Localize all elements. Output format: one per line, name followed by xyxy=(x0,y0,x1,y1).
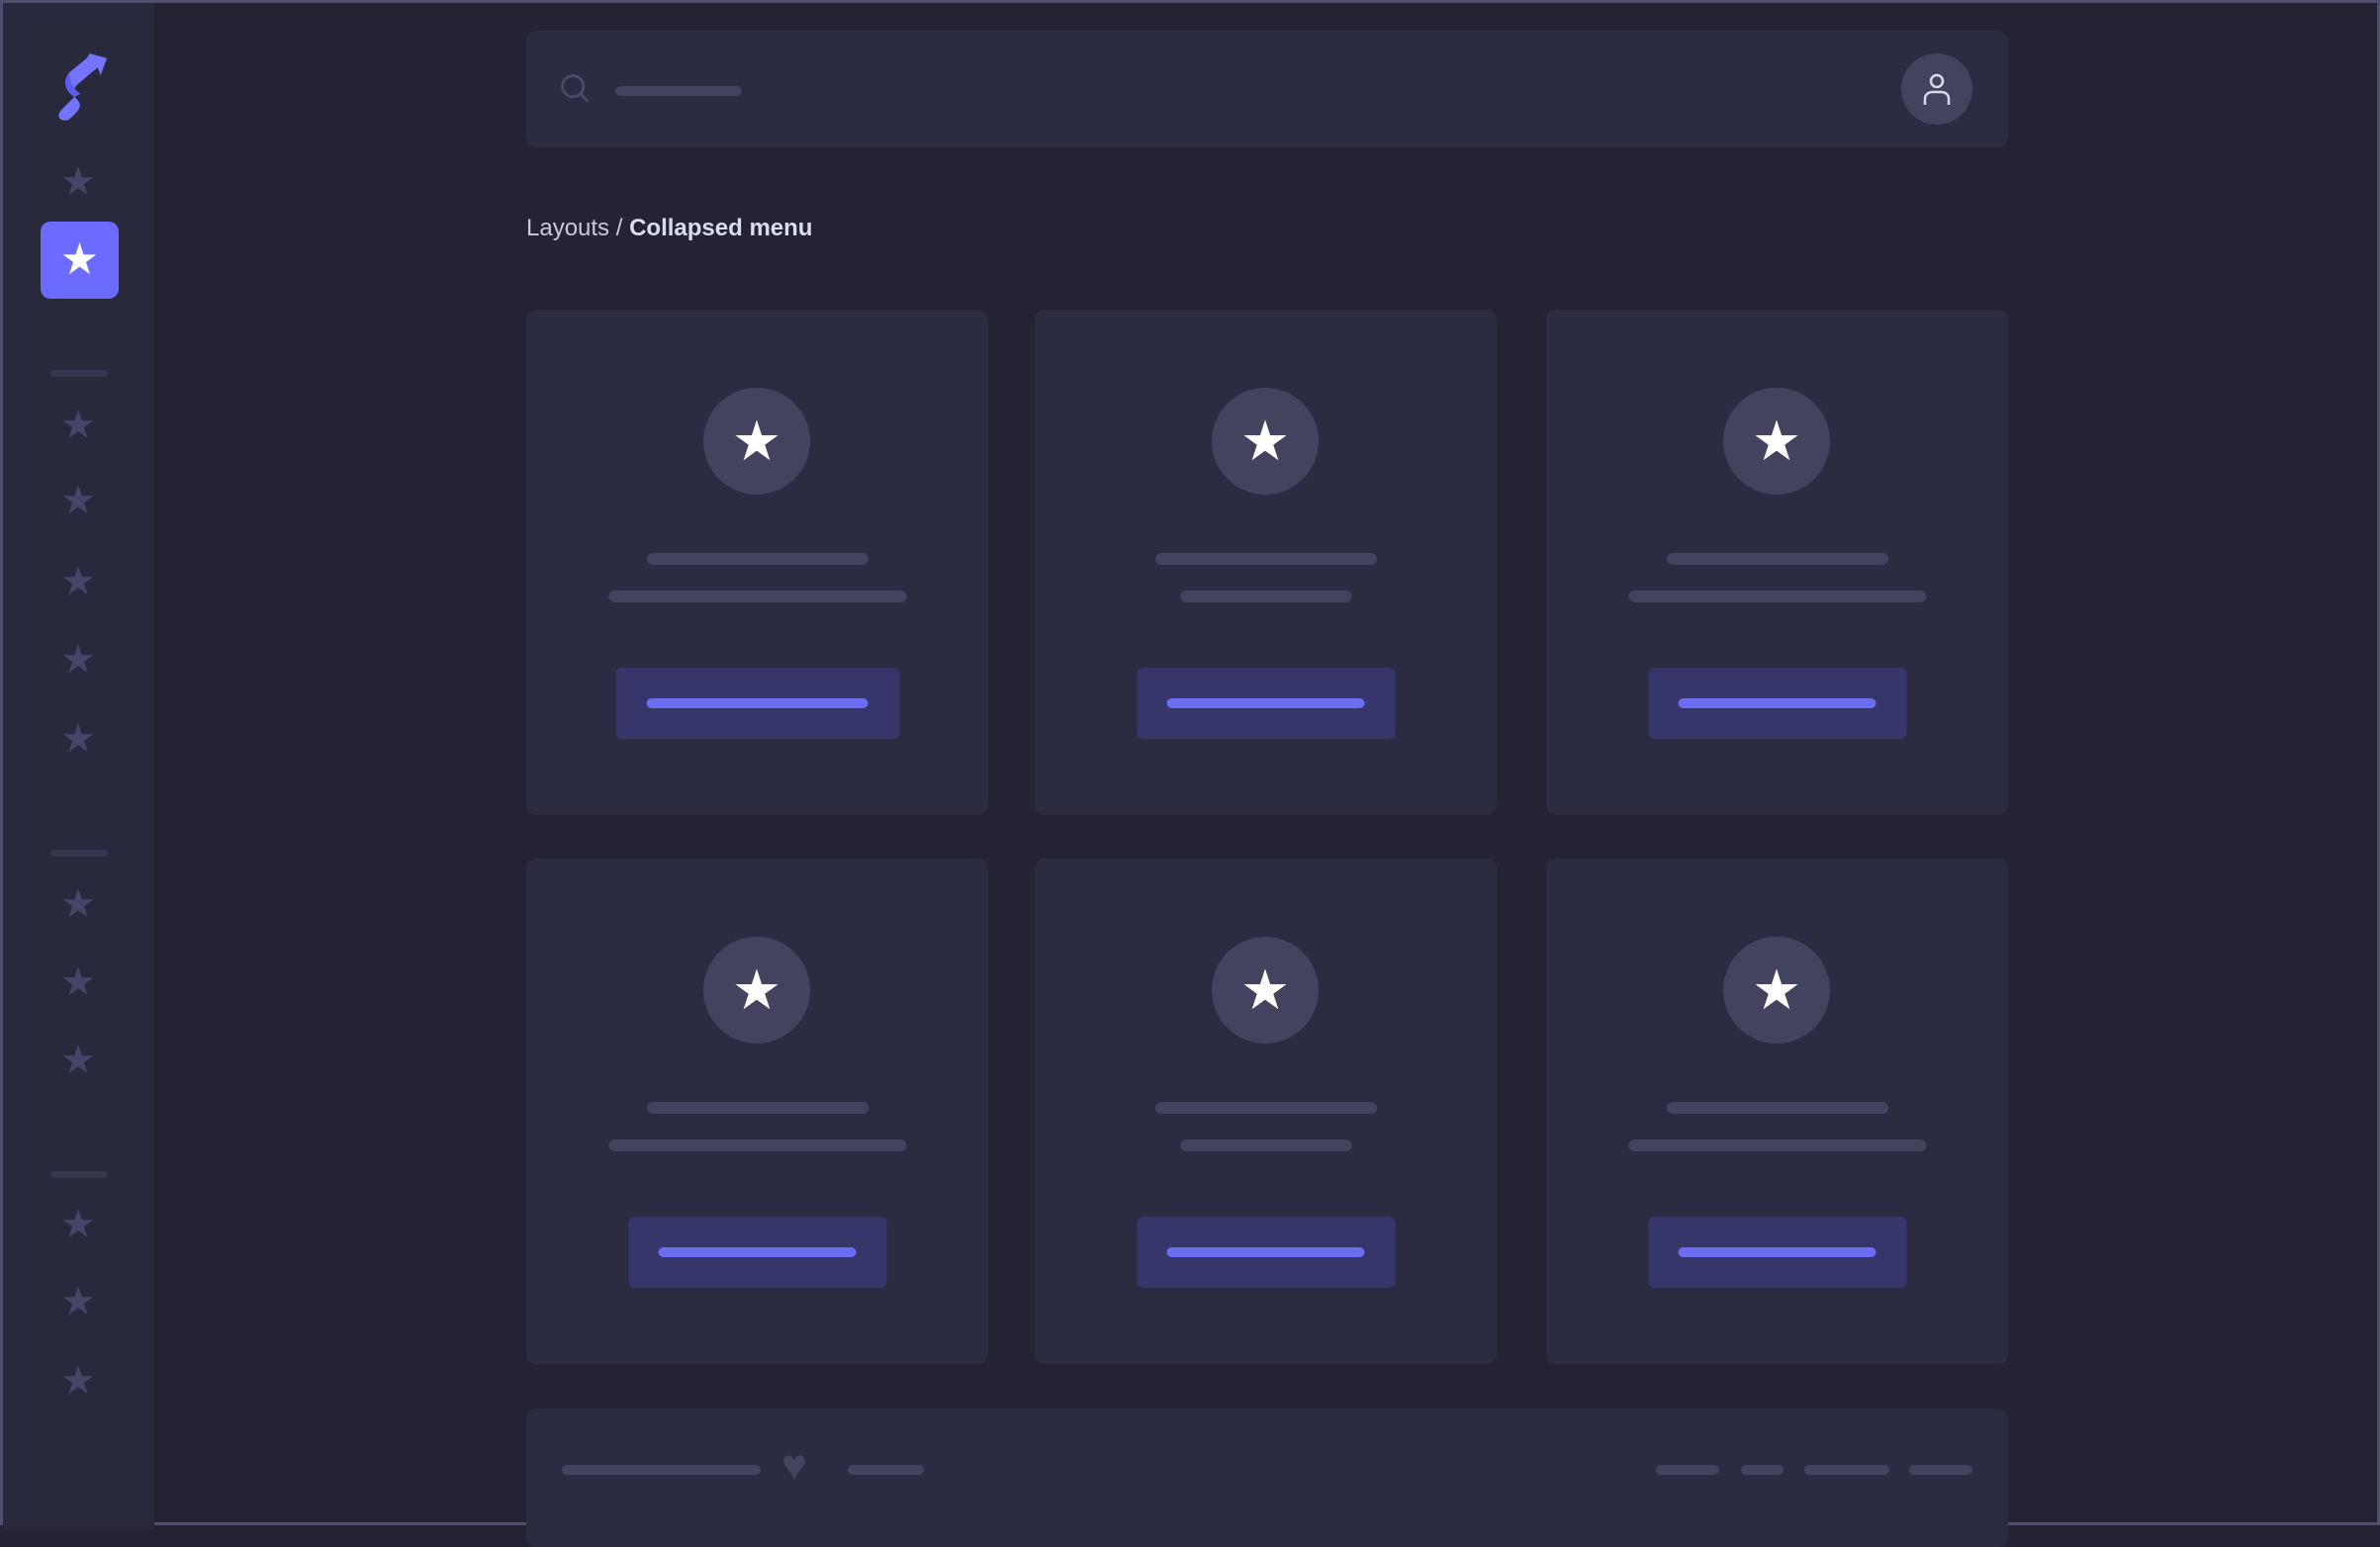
card-icon-circle: ★ xyxy=(1723,388,1830,495)
footer-text xyxy=(562,1465,761,1475)
card-text xyxy=(1628,591,1926,602)
card-title xyxy=(1666,1102,1888,1114)
star-icon[interactable]: ★ xyxy=(60,160,96,204)
star-icon: ★ xyxy=(731,410,782,472)
button-label xyxy=(1166,1247,1365,1257)
card-icon-circle: ★ xyxy=(1723,937,1830,1044)
search-icon[interactable] xyxy=(559,72,593,106)
footer: ♥ xyxy=(526,1409,2008,1547)
breadcrumb: Layouts / Collapsed menu xyxy=(526,215,812,242)
card-button[interactable] xyxy=(1137,1217,1395,1288)
card: ★ xyxy=(1035,859,1497,1364)
star-icon[interactable]: ★ xyxy=(60,1203,96,1246)
card-text xyxy=(1180,591,1351,602)
star-icon[interactable]: ★ xyxy=(60,560,96,603)
user-icon xyxy=(1923,73,1951,105)
footer-link[interactable] xyxy=(1741,1465,1784,1475)
footer-link[interactable] xyxy=(1804,1465,1889,1475)
star-icon[interactable]: ★ xyxy=(60,404,96,447)
avatar[interactable] xyxy=(1901,53,1972,125)
card-button[interactable] xyxy=(628,1217,886,1288)
card-title xyxy=(646,1102,869,1114)
star-icon[interactable]: ★ xyxy=(60,1039,96,1082)
card-icon-circle: ★ xyxy=(1212,937,1319,1044)
star-icon[interactable]: ★ xyxy=(60,479,96,522)
divider xyxy=(50,1171,108,1178)
star-icon: ★ xyxy=(1239,410,1291,472)
star-icon[interactable]: ★ xyxy=(60,717,96,761)
star-icon[interactable]: ★ xyxy=(60,960,96,1004)
divider xyxy=(50,850,108,857)
button-label xyxy=(1678,1247,1877,1257)
search-input[interactable] xyxy=(615,86,742,96)
star-icon: ★ xyxy=(1239,958,1291,1021)
breadcrumb-current: Collapsed menu xyxy=(629,215,813,241)
card-button[interactable] xyxy=(615,668,899,739)
card-text xyxy=(608,591,906,602)
star-icon[interactable]: ★ xyxy=(60,638,96,682)
sidebar: ★ ★ ★ ★ ★ ★ ★ ★ ★ ★ ★ ★ ★ xyxy=(3,3,154,1528)
star-icon[interactable]: ★ xyxy=(60,1359,96,1403)
card-button[interactable] xyxy=(1648,668,1906,739)
logo-icon[interactable] xyxy=(54,50,110,122)
card-text xyxy=(1628,1139,1926,1151)
card-icon-circle: ★ xyxy=(1212,388,1319,495)
breadcrumb-parent[interactable]: Layouts xyxy=(526,215,610,241)
card-title xyxy=(646,553,869,565)
card: ★ xyxy=(1035,310,1497,815)
card-button[interactable] xyxy=(1137,668,1395,739)
breadcrumb-separator: / xyxy=(609,215,630,241)
card-text xyxy=(1180,1139,1351,1151)
card-icon-circle: ★ xyxy=(703,388,810,495)
card: ★ xyxy=(526,859,988,1364)
star-icon: ★ xyxy=(59,235,100,284)
card-button[interactable] xyxy=(1648,1217,1906,1288)
star-icon: ★ xyxy=(1751,410,1802,472)
card: ★ xyxy=(1546,859,2008,1364)
card-title xyxy=(1154,1102,1377,1114)
divider xyxy=(50,370,108,377)
star-icon: ★ xyxy=(731,958,782,1021)
star-icon: ★ xyxy=(1751,958,1802,1021)
button-label xyxy=(1678,698,1877,708)
heart-icon: ♥ xyxy=(781,1441,808,1490)
button-label xyxy=(1166,698,1365,708)
card-title xyxy=(1154,553,1377,565)
button-label xyxy=(646,698,869,708)
button-label xyxy=(658,1247,857,1257)
star-icon[interactable]: ★ xyxy=(60,882,96,926)
footer-link[interactable] xyxy=(1656,1465,1719,1475)
star-icon[interactable]: ★ xyxy=(60,1280,96,1323)
card: ★ xyxy=(526,310,988,815)
card-title xyxy=(1666,553,1888,565)
card: ★ xyxy=(1546,310,2008,815)
top-bar xyxy=(526,31,2008,147)
footer-text xyxy=(848,1465,924,1475)
card-icon-circle: ★ xyxy=(703,937,810,1044)
footer-link[interactable] xyxy=(1909,1465,1972,1475)
card-text xyxy=(608,1139,906,1151)
sidebar-item-active[interactable]: ★ xyxy=(41,222,119,299)
